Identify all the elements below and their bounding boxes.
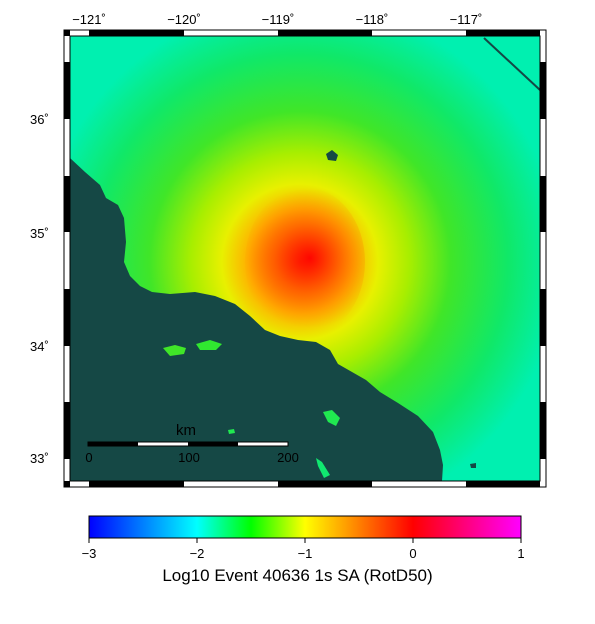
lon-label: −117˚ xyxy=(449,12,483,27)
frame-segment-left xyxy=(64,119,70,176)
island xyxy=(196,340,222,350)
fault-line xyxy=(483,37,540,91)
lon-label: −120˚ xyxy=(167,12,201,27)
frame-segment-top xyxy=(89,30,184,36)
colorbar-tick-label: 0 xyxy=(409,546,417,561)
colorbar-tick-label: −1 xyxy=(297,546,313,561)
frame-segment-top xyxy=(70,30,89,36)
colorbar-ticks xyxy=(88,538,522,543)
scale-unit: km xyxy=(176,422,196,439)
frame-segment-top xyxy=(466,30,540,36)
frame-segment-top xyxy=(278,30,372,36)
frame-segment-bottom xyxy=(540,481,546,487)
lake xyxy=(326,150,338,161)
island xyxy=(228,429,235,434)
lat-label: 36˚ xyxy=(30,112,49,127)
frame-segment-bottom xyxy=(64,481,70,487)
frame-segment-right xyxy=(540,346,546,402)
lon-label: −121˚ xyxy=(72,12,106,27)
scale-tick: 200 xyxy=(277,450,299,465)
colorbar-title: Log10 Event 40636 1s SA (RotD50) xyxy=(162,566,433,585)
island xyxy=(323,410,340,426)
frame-segment-right xyxy=(540,176,546,232)
frame-segment-top xyxy=(540,30,546,36)
frame-segment-bottom xyxy=(466,481,540,487)
frame-segment-left xyxy=(64,459,70,481)
frame-segment-top xyxy=(64,30,70,36)
frame-segment-top xyxy=(372,30,466,36)
lake xyxy=(470,463,476,468)
lon-label: −118˚ xyxy=(355,12,389,27)
frame-segment-left xyxy=(64,232,70,289)
frame-segment-bottom xyxy=(70,481,89,487)
scale-bar xyxy=(87,441,289,447)
frame-segment-bottom xyxy=(184,481,278,487)
frame-segment-left xyxy=(64,346,70,402)
frame-segment-left xyxy=(64,176,70,232)
lat-label: 34˚ xyxy=(30,339,49,354)
frame-segment-left xyxy=(64,402,70,459)
lon-label: −119˚ xyxy=(261,12,295,27)
frame-segment-bottom xyxy=(278,481,372,487)
frame-segment-bottom xyxy=(89,481,184,487)
colorbar-tick-label: 1 xyxy=(517,546,525,561)
frame-segment-right xyxy=(540,62,546,119)
scale-tick: 100 xyxy=(178,450,200,465)
island xyxy=(316,458,330,478)
peak-motion-zone xyxy=(245,187,365,337)
colorbar xyxy=(88,515,522,539)
frame-segment-right xyxy=(540,459,546,481)
frame-segment-top xyxy=(184,30,278,36)
colorbar-tick-label: −2 xyxy=(189,546,205,561)
frame-segment-right xyxy=(540,119,546,176)
frame-segment-right xyxy=(540,232,546,289)
lat-label: 33˚ xyxy=(30,451,49,466)
frame-segment-right xyxy=(540,36,546,62)
ocean xyxy=(70,158,443,481)
frame-segment-right xyxy=(540,289,546,346)
frame-segment-left xyxy=(64,289,70,346)
frame-segment-left xyxy=(64,36,70,62)
island xyxy=(163,345,186,356)
map-frame xyxy=(63,29,547,488)
scale-tick: 0 xyxy=(85,450,93,465)
frame-segment-right xyxy=(540,402,546,459)
lat-label: 35˚ xyxy=(30,226,49,241)
frame-segment-bottom xyxy=(372,481,466,487)
colorbar-tick-label: −3 xyxy=(81,546,97,561)
map-area xyxy=(70,36,540,481)
frame-segment-left xyxy=(64,62,70,119)
